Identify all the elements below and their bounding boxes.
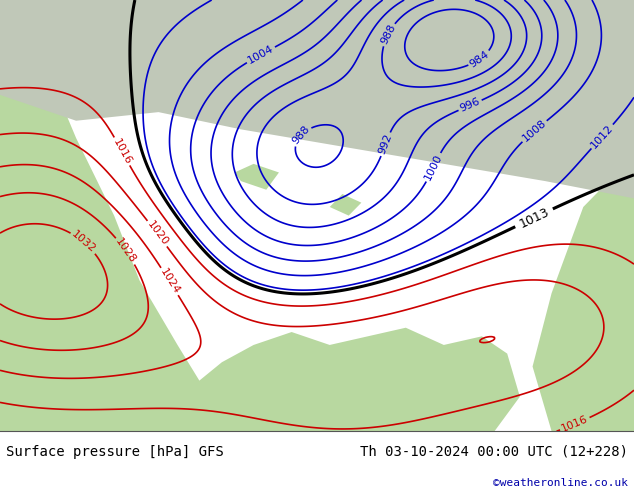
Text: Th 03-10-2024 00:00 UTC (12+228): Th 03-10-2024 00:00 UTC (12+228) <box>359 445 628 459</box>
Text: 1028: 1028 <box>113 237 138 266</box>
Text: 1012: 1012 <box>589 122 616 150</box>
Text: 992: 992 <box>377 132 394 156</box>
Text: 1000: 1000 <box>423 152 444 182</box>
Text: 1013: 1013 <box>517 205 551 230</box>
Text: 996: 996 <box>458 97 482 114</box>
Text: 1032: 1032 <box>70 229 98 255</box>
Text: 1004: 1004 <box>246 44 276 66</box>
Text: ©weatheronline.co.uk: ©weatheronline.co.uk <box>493 478 628 488</box>
Text: 1016: 1016 <box>560 414 590 434</box>
Text: 1020: 1020 <box>145 220 170 248</box>
Text: 984: 984 <box>468 49 491 70</box>
Polygon shape <box>533 181 634 431</box>
Polygon shape <box>235 164 279 190</box>
Text: Surface pressure [hPa] GFS: Surface pressure [hPa] GFS <box>6 445 224 459</box>
Text: 1016: 1016 <box>111 137 133 166</box>
Polygon shape <box>178 328 520 431</box>
Text: 988: 988 <box>290 124 312 147</box>
Polygon shape <box>330 194 361 216</box>
Text: 1024: 1024 <box>158 267 181 296</box>
Text: 988: 988 <box>378 23 398 46</box>
Text: 1008: 1008 <box>521 118 548 144</box>
Polygon shape <box>0 0 209 431</box>
Polygon shape <box>0 0 634 198</box>
